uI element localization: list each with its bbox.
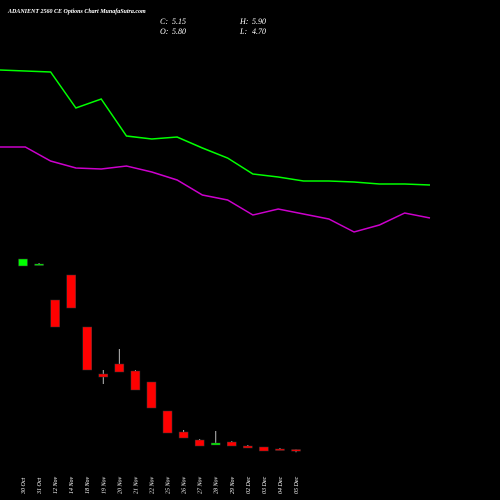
candle-body [227,441,237,447]
x-tick-label: 14 Nov [68,476,75,494]
info-value: 5.15 [172,17,186,26]
info-label: L: [239,27,247,36]
candle-body [162,410,173,434]
candle-body [34,263,44,266]
x-tick-label: 03 Dec [262,477,268,494]
x-tick-label: 27 Nov [198,476,204,494]
candle-body [146,381,157,409]
x-tick-label: 12 Nov [53,476,59,494]
info-value: 4.70 [252,27,266,36]
candle-body [291,449,301,452]
x-tick-label: 19 Nov [101,476,107,494]
x-tick-label: 26 Nov [182,476,188,494]
info-label: C: [160,17,168,26]
candle-body [243,445,253,449]
candle-body [194,439,205,447]
candle-body [98,373,109,378]
candle-body [18,258,28,267]
info-label: O: [160,27,169,36]
candle-body [114,363,125,373]
x-tick-label: 30 Oct [21,478,27,495]
x-tick-label: 04 Dec [277,477,284,494]
info-label: H: [239,17,249,26]
x-tick-label: 20 Nov [117,476,123,494]
candle-body [66,274,76,309]
x-tick-label: 28 Nov [214,476,220,494]
candle-body [275,448,285,451]
x-tick-label: 31 Oct [37,478,43,495]
line-series [0,146,431,233]
candle-body [259,446,269,452]
x-tick-label: 29 Nov [230,476,236,494]
candle-body [178,431,189,439]
x-tick-label: 25 Nov [166,476,172,494]
x-tick-label: 21 Nov [133,476,139,494]
x-tick-label: 22 Nov [149,476,155,494]
x-tick-label: 05 Dec [294,477,300,494]
x-tick-label: 18 Nov [85,476,91,494]
info-value: 5.90 [252,17,266,26]
candle-body [130,370,141,391]
info-value: 5.80 [172,27,186,36]
chart-title: ADANIENT 2560 CE Options Chart MunafaSut… [7,9,146,15]
candle-body [50,299,60,328]
line-series [0,69,431,186]
candle-body [210,442,221,446]
x-tick-label: 02 Dec [246,477,252,494]
candle-body [82,326,92,371]
